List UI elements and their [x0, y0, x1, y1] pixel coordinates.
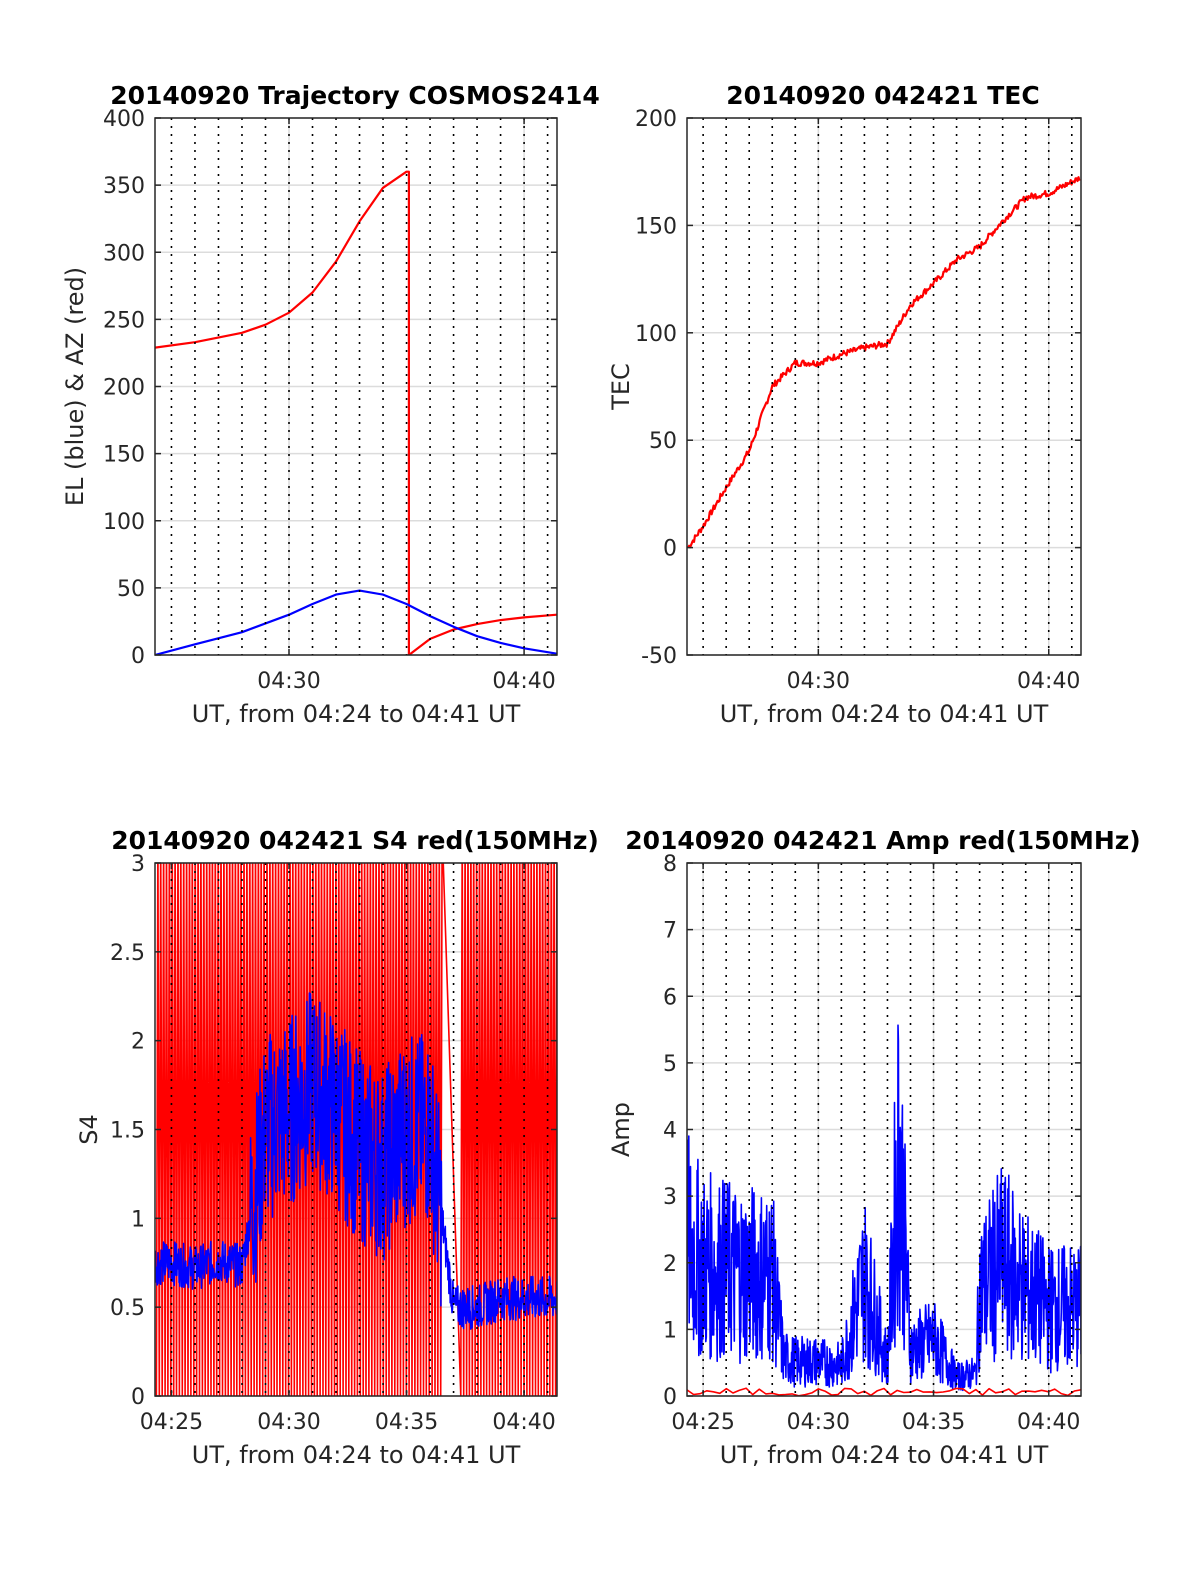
chart-amp: 0 1 2 3 4 5 6 7 8 04:25 04:30 04:35 04:40 20140920 04… [607, 826, 1141, 1469]
x-axis-label: UT, from 04:24 to 04:41 UT [192, 700, 521, 728]
y-tick-label: 0 [131, 644, 145, 669]
chart-title: 20140920 042421 Amp red(150MHz) [625, 826, 1141, 855]
series-group [155, 170, 557, 655]
y-axis-label: EL (blue) & AZ (red) [61, 267, 89, 506]
axes-box [686, 117, 1082, 656]
y-tick-label: 200 [635, 107, 677, 132]
x-axis-label: UT, from 04:24 to 04:41 UT [720, 700, 1049, 728]
x-tick-label: 04:35 [902, 1410, 965, 1435]
chart-title: 20140920 Trajectory COSMOS2414 [110, 81, 600, 110]
y-tick-label: 0 [663, 1385, 677, 1410]
y-tick-label: 100 [635, 322, 677, 347]
y-tick-label: 100 [103, 510, 145, 535]
y-tick-label: 2 [663, 1252, 677, 1277]
y-tick-label: 1 [131, 1207, 145, 1232]
series-line-0 [687, 1024, 1081, 1392]
y-tick-label: 2.5 [110, 941, 145, 966]
chart-title: 20140920 042421 TEC [726, 81, 1039, 110]
y-tick-label: 0 [663, 537, 677, 562]
y-axis-label: TEC [607, 363, 635, 411]
y-axis-label: Amp [607, 1102, 635, 1157]
y-tick-label: 3 [663, 1185, 677, 1210]
y-tick-label: 150 [103, 443, 145, 468]
y-tick-label: 350 [103, 174, 145, 199]
y-tick-label: 3 [131, 852, 145, 877]
y-tick-label: 150 [635, 214, 677, 239]
y-tick-label: 0.5 [110, 1296, 145, 1321]
x-tick-label: 04:40 [492, 1410, 555, 1435]
x-axis-label: UT, from 04:24 to 04:41 UT [192, 1441, 521, 1469]
y-tick-label: 5 [663, 1052, 677, 1077]
x-tick-label: 04:25 [671, 1410, 734, 1435]
chart-tec: -50 0 50 100 150 200 04:30 04:40 20140920 042421… [607, 81, 1082, 728]
y-tick-label: 200 [103, 376, 145, 401]
x-tick-label: 04:30 [787, 1410, 850, 1435]
x-tick-label: 04:30 [257, 669, 320, 694]
series-group [687, 1024, 1081, 1396]
series-line-0 [687, 176, 1081, 549]
y-tick-label: 0 [131, 1385, 145, 1410]
y-tick-label: 50 [649, 429, 677, 454]
y-tick-label: 300 [103, 241, 145, 266]
chart-s4: 0 0.5 1 1.5 2 2.5 3 04:25 04:30 04:35 04:40 2014092… [75, 826, 599, 1469]
x-axis-label: UT, from 04:24 to 04:41 UT [720, 1441, 1049, 1469]
y-tick-label: 4 [663, 1119, 677, 1144]
y-axis-label: S4 [75, 1114, 103, 1145]
chart-trajectory: 0 50 100 150 200 250 300 350 400 04:30 04:40 201409… [61, 81, 600, 728]
y-tick-label: 1 [663, 1318, 677, 1343]
y-tick-label: -50 [641, 644, 677, 669]
y-tick-label: 50 [117, 577, 145, 602]
x-tick-label: 04:25 [140, 1410, 203, 1435]
chart-title: 20140920 042421 S4 red(150MHz) [111, 826, 599, 855]
series-line-1 [155, 589, 557, 655]
y-tick-label: 1.5 [110, 1119, 145, 1144]
series-group [687, 176, 1081, 549]
y-tick-label: 7 [663, 919, 677, 944]
y-tick-label: 250 [103, 308, 145, 333]
x-tick-label: 04:40 [492, 669, 555, 694]
y-tick-label: 6 [663, 985, 677, 1010]
series-group [155, 863, 557, 1396]
y-tick-label: 2 [131, 1030, 145, 1055]
x-tick-label: 04:35 [375, 1410, 438, 1435]
series-line-1 [155, 992, 557, 1330]
x-tick-label: 04:40 [1017, 669, 1080, 694]
y-tick-label: 8 [663, 852, 677, 877]
x-tick-label: 04:30 [257, 1410, 320, 1435]
x-tick-label: 04:40 [1017, 1410, 1080, 1435]
series-line-0 [155, 170, 557, 655]
series-line-1 [687, 1387, 1081, 1396]
y-tick-label: 400 [103, 107, 145, 132]
x-tick-label: 04:30 [787, 669, 850, 694]
